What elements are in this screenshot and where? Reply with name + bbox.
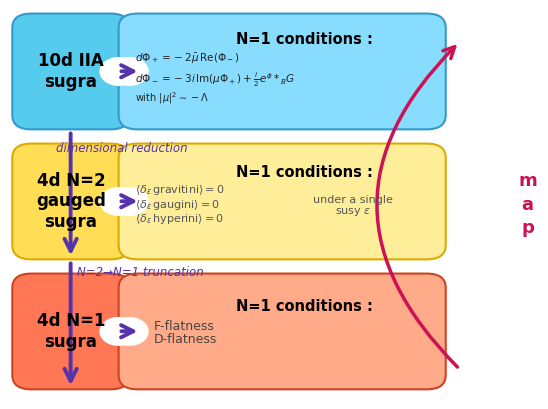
Text: D-flatness: D-flatness <box>154 333 218 346</box>
Circle shape <box>100 58 137 85</box>
Text: F-flatness: F-flatness <box>154 320 215 333</box>
FancyBboxPatch shape <box>118 13 446 129</box>
Text: N=1 conditions :: N=1 conditions : <box>236 164 373 180</box>
Text: 4d N=2
gauged
sugra: 4d N=2 gauged sugra <box>36 172 106 231</box>
Circle shape <box>100 188 137 215</box>
Text: $d\Phi_+ = -2\bar{\mu}\,\mathrm{Re}(\Phi_-)$: $d\Phi_+ = -2\bar{\mu}\,\mathrm{Re}(\Phi… <box>135 52 239 66</box>
Text: $d\Phi_- = -3i\,\mathrm{Im}(\mu\Phi_+) + \frac{i}{2}e^\phi *_B G$: $d\Phi_- = -3i\,\mathrm{Im}(\mu\Phi_+) +… <box>135 70 295 89</box>
Text: N=2→N=1 truncation: N=2→N=1 truncation <box>77 266 204 279</box>
FancyBboxPatch shape <box>118 274 446 389</box>
FancyBboxPatch shape <box>12 144 129 259</box>
FancyBboxPatch shape <box>118 144 446 259</box>
Text: N=1 conditions :: N=1 conditions : <box>236 299 373 314</box>
Circle shape <box>111 58 148 85</box>
Circle shape <box>111 188 148 215</box>
Text: $\langle\delta_\varepsilon\,\mathrm{gravitini}\rangle = 0$: $\langle\delta_\varepsilon\,\mathrm{grav… <box>135 183 225 197</box>
Text: under a single
susy $\varepsilon$: under a single susy $\varepsilon$ <box>313 195 393 218</box>
Text: 10d IIA
sugra: 10d IIA sugra <box>38 52 104 91</box>
Text: dimensional reduction: dimensional reduction <box>55 142 187 155</box>
Text: $\langle\delta_\varepsilon\,\mathrm{gaugini}\rangle = 0$: $\langle\delta_\varepsilon\,\mathrm{gaug… <box>135 198 220 211</box>
Text: m
a
p: m a p <box>518 172 537 237</box>
FancyBboxPatch shape <box>12 274 129 389</box>
Circle shape <box>111 318 148 345</box>
Text: $\langle\delta_\varepsilon\,\mathrm{hyperini}\rangle = 0$: $\langle\delta_\varepsilon\,\mathrm{hype… <box>135 212 224 226</box>
FancyBboxPatch shape <box>12 13 129 129</box>
Circle shape <box>100 318 137 345</box>
Text: N=1 conditions :: N=1 conditions : <box>236 32 373 47</box>
Text: with $|\mu|^2 \sim -\Lambda$: with $|\mu|^2 \sim -\Lambda$ <box>135 90 209 106</box>
Text: 4d N=1
sugra: 4d N=1 sugra <box>37 312 105 351</box>
